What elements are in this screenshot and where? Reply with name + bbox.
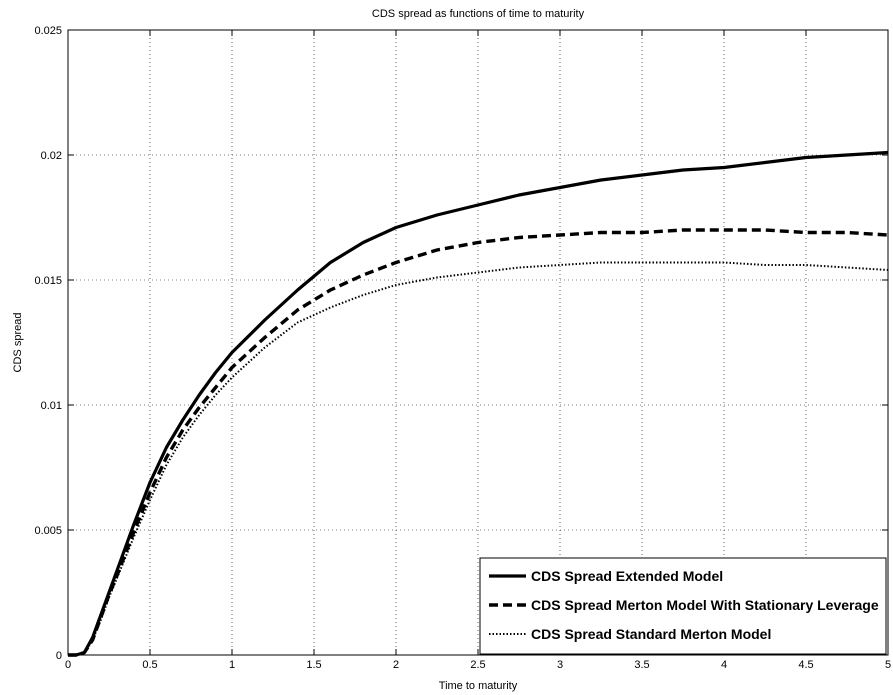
- x-tick-label: 1.5: [306, 659, 321, 671]
- legend-label-2: CDS Spread Merton Model With Stationary …: [531, 597, 879, 613]
- x-tick-label: 4.5: [798, 659, 813, 671]
- y-tick-label: 0.015: [34, 275, 62, 287]
- x-tick-label: 3: [557, 659, 563, 671]
- legend: CDS Spread Extended Model CDS Spread Mert…: [479, 557, 887, 655]
- legend-label-3: CDS Spread Standard Merton Model: [531, 626, 771, 642]
- x-tick-label: 0: [65, 659, 71, 671]
- x-tick-label: 4: [721, 659, 727, 671]
- legend-label-1: CDS Spread Extended Model: [531, 568, 723, 584]
- series-layer: [68, 150, 889, 657]
- y-tick-label: 0.025: [34, 25, 62, 37]
- y-tick-label: 0.01: [41, 400, 62, 412]
- x-tick-label: 1: [229, 659, 235, 671]
- series-line-1: [68, 150, 889, 657]
- y-axis-title: CDS spread: [12, 313, 24, 373]
- chart-title: CDS spread as functions of time to matur…: [372, 8, 585, 20]
- x-tick-label: 5: [885, 659, 891, 671]
- x-axis-title: Time to maturity: [439, 680, 518, 692]
- x-tick-label: 2: [393, 659, 399, 671]
- y-tick-label: 0.005: [34, 525, 62, 537]
- x-tick-label: 3.5: [634, 659, 649, 671]
- x-tick-label: 0.5: [142, 659, 157, 671]
- legend-box: [479, 557, 887, 655]
- series-line-3: [68, 261, 889, 656]
- y-tick-label: 0: [56, 650, 62, 662]
- x-tick-label: 2.5: [470, 659, 485, 671]
- series-line-2: [68, 228, 889, 657]
- y-tick-label: 0.02: [41, 150, 62, 162]
- grid: [68, 30, 888, 655]
